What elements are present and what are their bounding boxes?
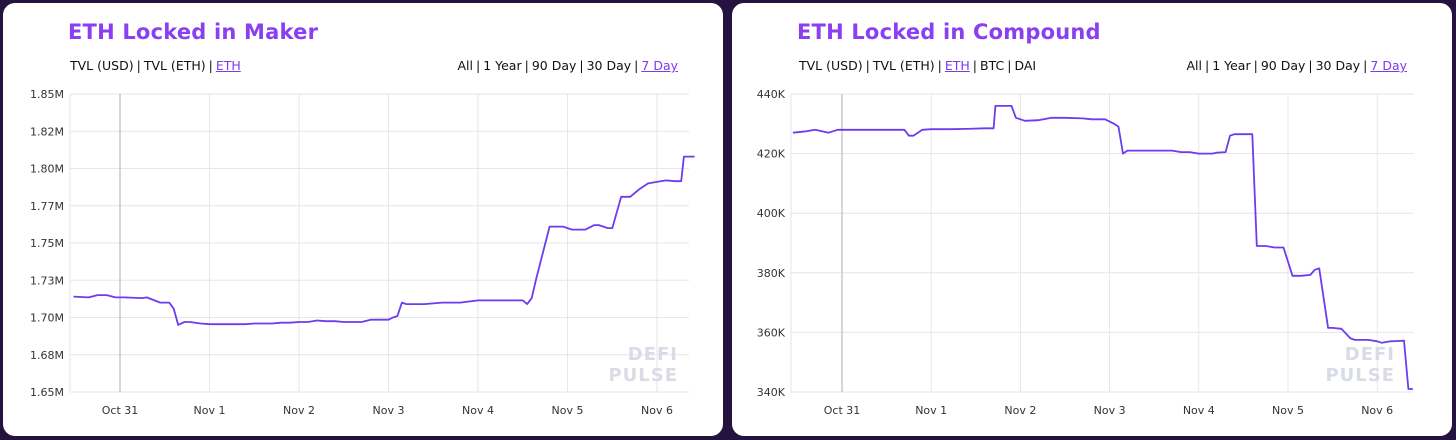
range-option-7-day[interactable]: 7 Day (641, 58, 678, 73)
range-option-90-day[interactable]: 90 Day (1260, 58, 1306, 73)
x-tick-label: Nov 6 (641, 404, 673, 417)
metric-option-eth[interactable]: ETH (944, 58, 970, 73)
y-tick-label: 420K (757, 148, 786, 161)
metric-option-tvl-eth[interactable]: TVL (ETH) (143, 58, 206, 73)
y-tick-label: 1.68M (30, 349, 64, 362)
x-tick-label: Nov 1 (915, 404, 947, 417)
range-options: All | 1 Year | 90 Day | 30 Day | 7 Day (457, 58, 678, 73)
chart-title: ETH Locked in Compound (797, 20, 1101, 44)
y-tick-label: 1.80M (30, 163, 64, 176)
metric-option-tvl-usd[interactable]: TVL (USD) (70, 58, 134, 73)
x-tick-label: Nov 5 (1272, 404, 1304, 417)
metric-option-dai[interactable]: DAI (1014, 58, 1037, 73)
y-tick-label: 340K (757, 386, 786, 399)
metric-option-tvl-usd[interactable]: TVL (USD) (799, 58, 863, 73)
x-tick-label: Nov 1 (194, 404, 226, 417)
metric-options: TVL (USD) | TVL (ETH) | ETH (70, 58, 241, 73)
x-tick-label: Oct 31 (824, 404, 861, 417)
metric-option-tvl-eth[interactable]: TVL (ETH) (872, 58, 935, 73)
y-tick-label: 1.65M (30, 386, 64, 399)
y-tick-label: 1.70M (30, 312, 64, 325)
watermark-line-2: PULSE (1325, 365, 1395, 386)
range-option-all[interactable]: All (457, 58, 473, 73)
range-option-30-day[interactable]: 30 Day (586, 58, 632, 73)
compound-panel: ETH Locked in Compound TVL (USD) | TVL (ET… (732, 3, 1452, 436)
x-tick-label: Oct 31 (102, 404, 139, 417)
y-tick-label: 440K (757, 88, 786, 101)
x-tick-label: Nov 4 (462, 404, 494, 417)
y-tick-label: 1.75M (30, 237, 64, 250)
metric-option-eth[interactable]: ETH (215, 58, 241, 73)
watermark-line-2: PULSE (608, 365, 678, 386)
metric-options: TVL (USD) | TVL (ETH) | ETH | BTC | DAI (799, 58, 1037, 73)
range-option-7-day[interactable]: 7 Day (1370, 58, 1407, 73)
x-tick-label: Nov 3 (373, 404, 405, 417)
range-option-30-day[interactable]: 30 Day (1315, 58, 1361, 73)
range-option-1-year[interactable]: 1 Year (483, 58, 522, 73)
y-tick-label: 400K (757, 207, 786, 220)
maker-panel: ETH Locked in Maker TVL (USD) | TVL (ETH) |… (3, 3, 723, 436)
x-tick-label: Nov 5 (552, 404, 584, 417)
y-tick-label: 380K (757, 267, 786, 280)
maker-line-chart[interactable]: 1.65M 1.68M 1.70M 1.73M 1.75M 1.77M 1.80M 1.82M… (3, 3, 723, 436)
range-option-1-year[interactable]: 1 Year (1212, 58, 1251, 73)
chart-title: ETH Locked in Maker (68, 20, 319, 44)
x-tick-label: Nov 2 (283, 404, 315, 417)
y-tick-label: 1.85M (30, 88, 64, 101)
range-options: All | 1 Year | 90 Day | 30 Day | 7 Day (1186, 58, 1407, 73)
x-tick-label: Nov 2 (1004, 404, 1036, 417)
x-tick-label: Nov 6 (1361, 404, 1393, 417)
watermark-line-1: DEFI (628, 344, 678, 365)
y-tick-label: 1.73M (30, 274, 64, 287)
x-tick-label: Nov 3 (1094, 404, 1126, 417)
range-option-all[interactable]: All (1186, 58, 1202, 73)
x-tick-label: Nov 4 (1183, 404, 1215, 417)
compound-line-chart[interactable]: 340K 360K 380K 400K 420K 440K DEFI PULSE Oct … (732, 3, 1452, 436)
metric-option-btc[interactable]: BTC (980, 58, 1005, 73)
series-line (73, 155, 695, 326)
watermark-line-1: DEFI (1345, 344, 1395, 365)
y-tick-label: 1.77M (30, 200, 64, 213)
y-tick-label: 360K (757, 326, 786, 339)
series-line (792, 105, 1413, 390)
range-option-90-day[interactable]: 90 Day (531, 58, 577, 73)
y-tick-label: 1.82M (30, 125, 64, 138)
